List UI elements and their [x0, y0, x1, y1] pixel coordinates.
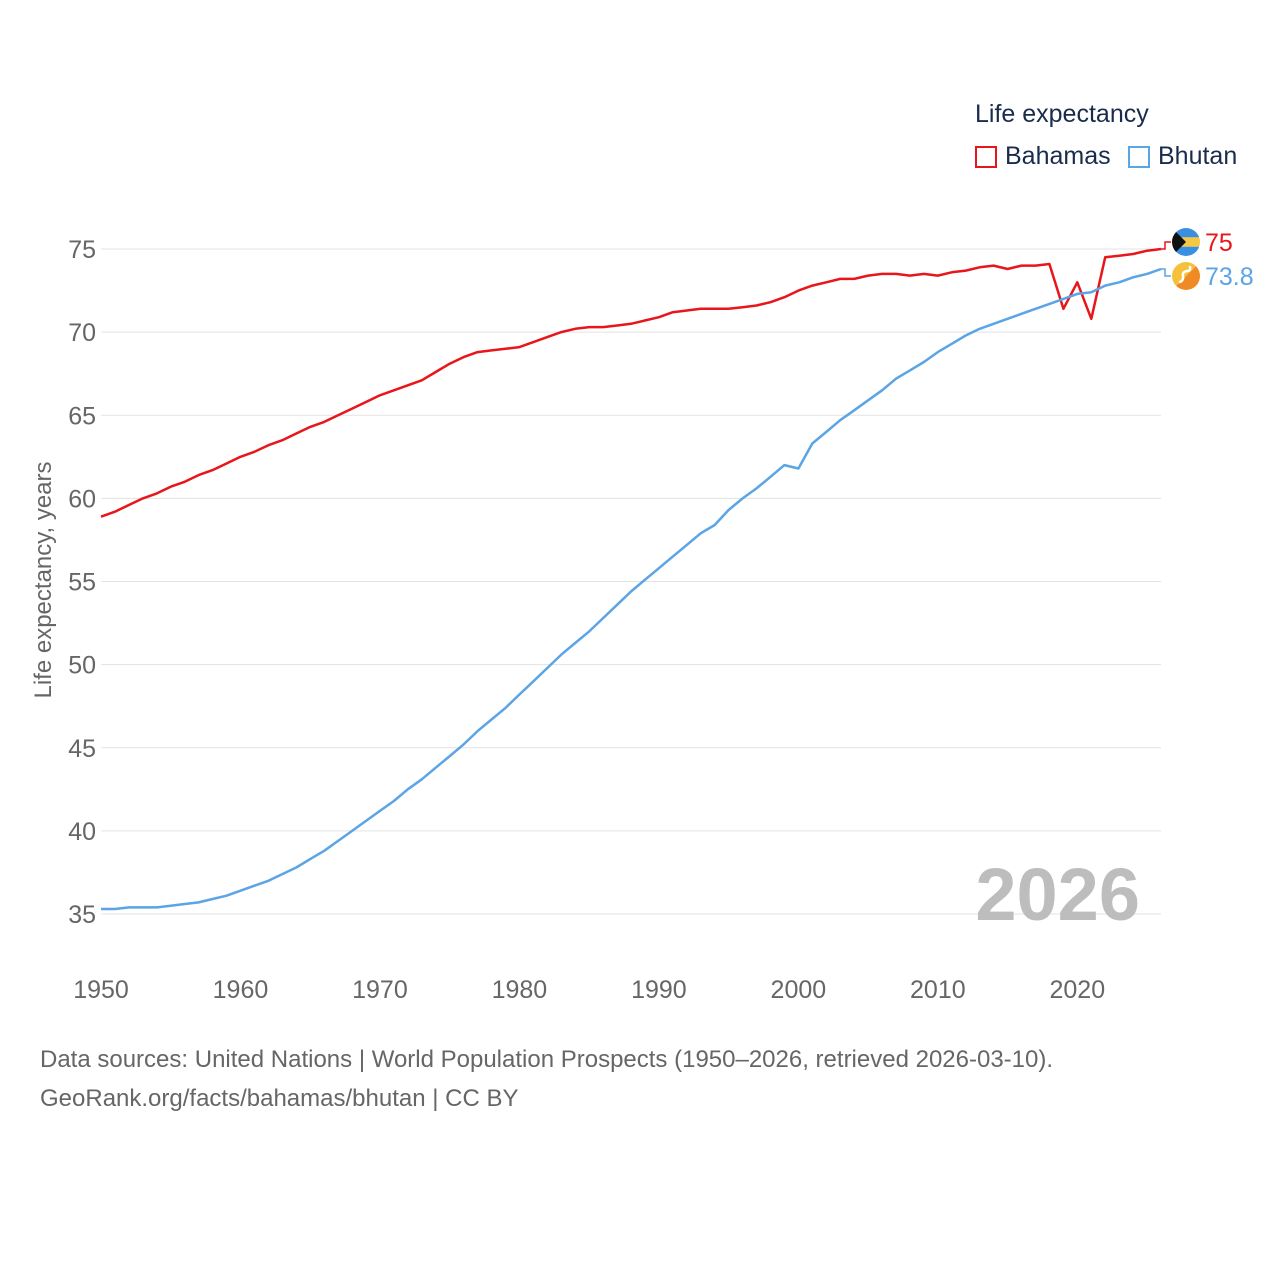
y-tick-label: 55 — [68, 569, 96, 597]
y-tick-label: 60 — [68, 485, 96, 513]
end-markers: 75 73.8 — [1161, 228, 1254, 291]
y-tick-label: 40 — [68, 818, 96, 846]
legend-label-bhutan: Bhutan — [1158, 142, 1238, 170]
x-tick-label: 1960 — [213, 976, 269, 1004]
y-tick-labels: 35 40 45 50 55 60 65 70 75 — [68, 236, 96, 929]
y-axis-label: Life expectancy, years — [30, 461, 57, 698]
end-value-label-bhutan: 73.8 — [1205, 263, 1254, 291]
series-line-bhutan — [101, 267, 1162, 911]
legend-label-bahamas: Bahamas — [1005, 142, 1111, 170]
series-lines — [100, 247, 1162, 911]
y-tick-label: 45 — [68, 735, 96, 763]
footer-source: Data sources: United Nations | World Pop… — [40, 1046, 1054, 1073]
x-tick-label: 1980 — [492, 976, 548, 1004]
connector-bhutan — [1161, 268, 1171, 277]
bhutan-flag-icon — [1172, 262, 1200, 290]
year-label: 2026 — [975, 853, 1140, 936]
y-tick-label: 70 — [68, 319, 96, 347]
gridlines — [101, 248, 1161, 915]
legend-item-bhutan[interactable]: Bhutan — [1128, 142, 1237, 171]
legend-swatch-bahamas — [975, 145, 997, 168]
x-tick-label: 1950 — [73, 976, 129, 1004]
y-tick-label: 65 — [68, 402, 96, 430]
end-value-label-bahamas: 75 — [1205, 229, 1233, 257]
x-tick-label: 2010 — [910, 976, 966, 1004]
connector-bahamas — [1161, 241, 1171, 250]
y-tick-label: 75 — [68, 236, 96, 264]
bahamas-flag-icon — [1172, 228, 1200, 256]
x-tick-label: 1970 — [352, 976, 408, 1004]
x-tick-label: 2000 — [771, 976, 827, 1004]
x-tick-label: 1990 — [631, 976, 687, 1004]
x-tick-labels: 1950 1960 1970 1980 1990 2000 2010 2020 — [73, 976, 1105, 1004]
footer-credit[interactable]: GeoRank.org/facts/bahamas/bhutan | CC BY — [40, 1085, 519, 1112]
y-tick-label: 35 — [68, 901, 96, 929]
legend-title: Life expectancy — [975, 100, 1149, 128]
x-tick-label: 2020 — [1050, 976, 1106, 1004]
series-line-bahamas — [100, 247, 1162, 518]
legend-item-bahamas[interactable]: Bahamas — [975, 142, 1111, 171]
legend-swatch-bhutan — [1128, 145, 1150, 168]
y-tick-label: 50 — [68, 652, 96, 680]
